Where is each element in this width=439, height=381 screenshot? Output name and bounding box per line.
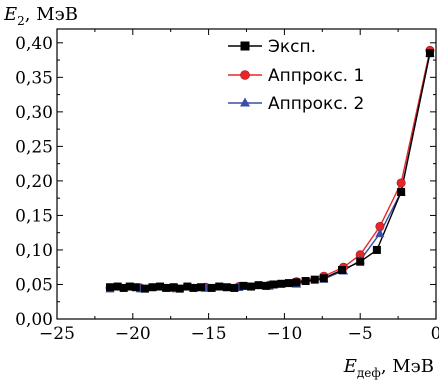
data-point-square [239,281,248,290]
data-point-square [284,279,293,288]
y-tick-label: 0,25 [15,137,53,157]
y-tick-label: 0,05 [15,275,53,295]
x-tick-label: −20 [115,324,151,344]
x-tick-label: −25 [39,324,75,344]
data-point-square [215,282,224,291]
y-tick-label: 0,30 [15,103,53,123]
data-point-square [189,283,198,292]
y-tick-label: 0,20 [15,172,53,192]
x-tick-label: −5 [348,324,373,344]
data-point-square [156,282,165,291]
data-point-square [222,283,231,292]
data-point-square [148,283,157,292]
data-point-square [254,281,263,290]
data-point-square [338,265,347,274]
legend-item-approx1: Аппрокс. 1 [228,66,364,86]
data-point-square [356,257,365,266]
data-point-square [269,280,278,289]
x-tick-label: −10 [266,324,302,344]
legend: Эксп. Аппрокс. 1 Аппрокс. 2 [228,37,364,114]
legend-label-exp: Эксп. [268,37,316,57]
data-point-square [162,283,171,292]
data-point-square [292,278,301,287]
data-point-square [140,284,149,293]
data-point-square [277,279,286,288]
series-line-2 [110,53,431,290]
x-tick-label: 0 [431,324,439,344]
legend-item-exp: Эксп. [228,37,316,57]
data-point-square [131,283,140,292]
data-point-square [175,284,184,293]
data-point-square [207,283,216,292]
data-point-triangle [375,228,385,238]
data-point-square [169,283,178,292]
y-tick-label: 0,10 [15,241,53,261]
y-tick-label: 0,40 [15,34,53,54]
y-tick-label: 0,35 [15,68,53,88]
data-point-square [372,245,381,254]
data-point-square [301,277,310,286]
legend-label-approx1: Аппрокс. 1 [268,66,364,86]
y-tick-label: 0,15 [15,206,53,226]
legend-circle-marker [240,70,250,80]
data-point-square [247,282,256,291]
y-tick-label: 0,00 [15,310,53,330]
data-point-square [262,281,271,290]
plot-area [105,45,435,293]
data-point-square [230,283,239,292]
x-tick-label: −15 [191,324,227,344]
axes: −25 −20 −15 −10 −5 0 0,00 0,05 0,10 0,15 0,20 0,25 0… [15,28,439,344]
series-line-0 [110,53,431,290]
legend-item-approx2: Аппрокс. 2 [228,94,364,114]
data-point-square [310,275,319,284]
legend-triangle-marker [240,97,250,107]
data-point-square [425,49,434,58]
data-point-square [183,282,192,291]
legend-label-approx2: Аппрокс. 2 [268,94,364,114]
data-point-circle [396,178,406,188]
data-point-square [397,187,406,196]
data-point-square [113,282,122,291]
data-point-square [319,274,328,283]
data-point-square [125,282,134,291]
legend-square-marker [240,41,250,51]
series-line-1 [110,50,431,289]
data-point-square [197,283,206,292]
x-axis-label: Eдеф, МэВ [343,356,434,380]
data-point-square [119,283,128,292]
data-point-square [106,283,115,292]
y-axis-label: E2, МэВ [3,4,78,28]
